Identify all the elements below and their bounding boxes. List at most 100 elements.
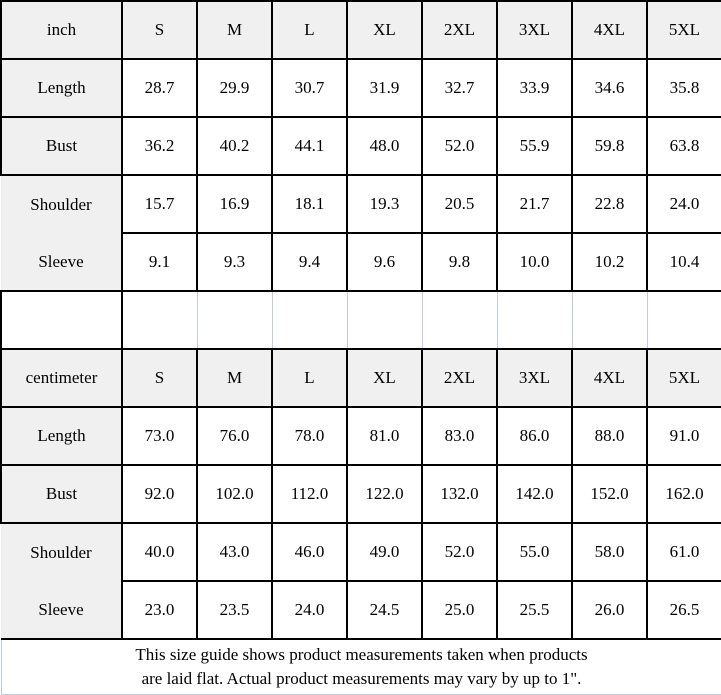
measurement-cell: 102.0 — [197, 465, 272, 523]
size-header-cell: 2XL — [422, 1, 497, 59]
measurement-cell: 24.5 — [347, 581, 422, 639]
unit-header-row-inch: inch S M L XL 2XL 3XL 4XL 5XL — [1, 1, 721, 59]
measurement-cell: 63.8 — [647, 117, 721, 175]
measurement-cell: 9.1 — [122, 233, 197, 291]
spacer-cell — [1, 291, 122, 349]
footer-row: This size guide shows product measuremen… — [1, 639, 721, 695]
spacer-cell — [647, 291, 721, 349]
measurement-cell: 78.0 — [272, 407, 347, 465]
table-row-length-inch: Length 28.7 29.9 30.7 31.9 32.7 33.9 34.… — [1, 59, 721, 117]
table-row-bust-inch: Bust 36.2 40.2 44.1 48.0 52.0 55.9 59.8 … — [1, 117, 721, 175]
measurement-cell: 20.5 — [422, 175, 497, 233]
measurement-cell: 52.0 — [422, 523, 497, 581]
measurement-cell: 9.3 — [197, 233, 272, 291]
measurement-cell: 35.8 — [647, 59, 721, 117]
measurement-cell: 21.7 — [497, 175, 572, 233]
measurement-cell: 40.2 — [197, 117, 272, 175]
measurement-cell: 9.6 — [347, 233, 422, 291]
measurement-cell: 18.1 — [272, 175, 347, 233]
row-label-cell: Bust — [1, 117, 122, 175]
size-header-cell: S — [122, 1, 197, 59]
size-header-cell: 2XL — [422, 349, 497, 407]
measurement-cell: 22.8 — [572, 175, 647, 233]
measurement-cell: 152.0 — [572, 465, 647, 523]
spacer-row — [1, 291, 721, 349]
measurement-cell: 55.0 — [497, 523, 572, 581]
measurement-cell: 23.0 — [122, 581, 197, 639]
table-row-sleeve-inch: Sleeve 9.1 9.3 9.4 9.6 9.8 10.0 10.2 10.… — [1, 233, 721, 291]
measurement-cell: 15.7 — [122, 175, 197, 233]
measurement-cell: 86.0 — [497, 407, 572, 465]
measurement-cell: 10.2 — [572, 233, 647, 291]
unit-header-cell: inch — [1, 1, 122, 59]
unit-header-row-centimeter: centimeter S M L XL 2XL 3XL 4XL 5XL — [1, 349, 721, 407]
spacer-cell — [572, 291, 647, 349]
measurement-cell: 28.7 — [122, 59, 197, 117]
measurement-cell: 91.0 — [647, 407, 721, 465]
size-header-cell: 3XL — [497, 349, 572, 407]
size-header-cell: 4XL — [572, 349, 647, 407]
spacer-cell — [422, 291, 497, 349]
measurement-cell: 43.0 — [197, 523, 272, 581]
row-label-cell: Sleeve — [1, 581, 122, 639]
measurement-cell: 10.4 — [647, 233, 721, 291]
spacer-cell — [347, 291, 422, 349]
row-label-cell: Length — [1, 59, 122, 117]
size-header-cell: S — [122, 349, 197, 407]
table-row-shoulder-cm: Shoulder 40.0 43.0 46.0 49.0 52.0 55.0 5… — [1, 523, 721, 581]
size-header-cell: M — [197, 349, 272, 407]
size-header-cell: M — [197, 1, 272, 59]
size-header-cell: L — [272, 1, 347, 59]
measurement-cell: 49.0 — [347, 523, 422, 581]
row-label-cell: Bust — [1, 465, 122, 523]
size-header-cell: XL — [347, 1, 422, 59]
measurement-cell: 10.0 — [497, 233, 572, 291]
table-row-length-cm: Length 73.0 76.0 78.0 81.0 83.0 86.0 88.… — [1, 407, 721, 465]
size-header-cell: 3XL — [497, 1, 572, 59]
note-line-1: This size guide shows product measuremen… — [2, 643, 721, 667]
spacer-cell — [197, 291, 272, 349]
measurement-cell: 34.6 — [572, 59, 647, 117]
measurement-cell: 40.0 — [122, 523, 197, 581]
measurement-cell: 26.5 — [647, 581, 721, 639]
size-guide-note: This size guide shows product measuremen… — [1, 639, 721, 695]
measurement-cell: 112.0 — [272, 465, 347, 523]
measurement-cell: 88.0 — [572, 407, 647, 465]
measurement-cell: 16.9 — [197, 175, 272, 233]
measurement-cell: 32.7 — [422, 59, 497, 117]
size-header-cell: 4XL — [572, 1, 647, 59]
table-row-bust-cm: Bust 92.0 102.0 112.0 122.0 132.0 142.0 … — [1, 465, 721, 523]
unit-header-cell: centimeter — [1, 349, 122, 407]
size-header-cell: 5XL — [647, 349, 721, 407]
measurement-cell: 31.9 — [347, 59, 422, 117]
measurement-cell: 46.0 — [272, 523, 347, 581]
measurement-cell: 44.1 — [272, 117, 347, 175]
row-label-cell: Sleeve — [1, 233, 122, 291]
measurement-cell: 24.0 — [647, 175, 721, 233]
measurement-cell: 162.0 — [647, 465, 721, 523]
measurement-cell: 122.0 — [347, 465, 422, 523]
measurement-cell: 29.9 — [197, 59, 272, 117]
measurement-cell: 26.0 — [572, 581, 647, 639]
size-header-cell: L — [272, 349, 347, 407]
spacer-cell — [122, 291, 197, 349]
table-row-shoulder-inch: Shoulder 15.7 16.9 18.1 19.3 20.5 21.7 2… — [1, 175, 721, 233]
measurement-cell: 19.3 — [347, 175, 422, 233]
measurement-cell: 92.0 — [122, 465, 197, 523]
size-header-cell: 5XL — [647, 1, 721, 59]
measurement-cell: 23.5 — [197, 581, 272, 639]
measurement-cell: 61.0 — [647, 523, 721, 581]
measurement-cell: 52.0 — [422, 117, 497, 175]
measurement-cell: 58.0 — [572, 523, 647, 581]
measurement-cell: 9.4 — [272, 233, 347, 291]
measurement-cell: 81.0 — [347, 407, 422, 465]
measurement-cell: 9.8 — [422, 233, 497, 291]
spacer-cell — [497, 291, 572, 349]
measurement-cell: 132.0 — [422, 465, 497, 523]
measurement-cell: 73.0 — [122, 407, 197, 465]
table-row-sleeve-cm: Sleeve 23.0 23.5 24.0 24.5 25.0 25.5 26.… — [1, 581, 721, 639]
row-label-cell: Shoulder — [1, 175, 122, 233]
measurement-cell: 24.0 — [272, 581, 347, 639]
measurement-cell: 76.0 — [197, 407, 272, 465]
